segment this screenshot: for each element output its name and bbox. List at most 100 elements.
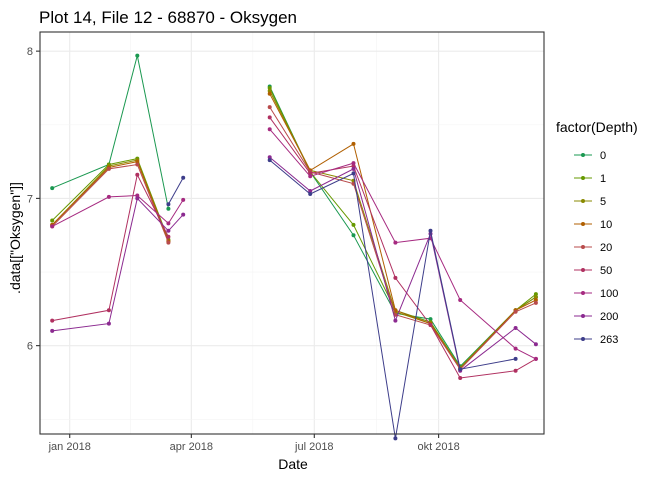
data-point [181,212,186,217]
x-tick-label: jan 2018 [48,441,91,453]
data-point [50,218,55,223]
grid [40,32,544,434]
data-point [166,221,171,226]
legend: factor(Depth) 0 1 5 10 20 50 100 200 263 [556,119,638,346]
legend-label: 263 [600,334,618,346]
data-point [533,342,538,347]
panel-border [39,31,545,435]
data-point [267,158,272,163]
data-point [393,436,398,441]
y-axis-title: .data[["Oksygen"]] [7,182,23,294]
x-axis-title: Date [278,456,308,472]
data-point [135,172,140,177]
series-line [51,161,169,242]
data-point [458,376,463,380]
data-point [533,356,538,361]
legend-label: 20 [600,242,612,254]
data-point [267,115,272,120]
series-line [51,163,169,243]
data-point [267,155,272,160]
legend-label: 100 [600,288,618,300]
legend-item: 200 [574,311,618,323]
legend-key-point [581,314,585,318]
data-point [166,234,171,239]
data-point [267,127,272,132]
legend-label: 5 [600,196,606,208]
series-line [269,156,537,372]
axis-ticks: jan 2018 apr 2018 jul 2018 okt 2018 6 7 8 [27,46,460,453]
legend-item: 1 [574,173,606,185]
y-tick-label: 7 [27,193,33,205]
data-point [135,162,140,167]
data-point [513,309,518,314]
legend-key-point [581,199,585,203]
data-point [135,159,140,164]
data-point [106,166,111,171]
data-point [393,318,398,323]
data-point [308,189,313,193]
data-point [513,368,518,373]
data-point [533,300,538,305]
legend-item: 263 [574,334,618,346]
data-point [351,161,356,166]
data-point [513,356,518,361]
data-point [351,171,356,176]
data-point [166,240,171,245]
data-point [50,318,55,323]
legend-key-point [581,291,585,295]
series-263 [166,158,518,441]
plot-series [50,53,538,441]
data-point [513,326,518,330]
data-point [50,328,55,333]
legend-key-point [581,337,585,341]
data-point [135,196,140,201]
data-point [351,222,356,227]
data-point [393,275,398,280]
data-point [106,194,111,199]
legend-item: 20 [574,242,612,254]
series-line [51,158,169,240]
data-point [533,292,538,297]
data-point [106,308,111,313]
legend-key-point [581,176,585,180]
data-point [533,295,538,300]
legend-key-point [581,245,585,249]
data-point [267,86,272,90]
legend-item: 5 [574,196,606,208]
series-10 [50,91,538,372]
data-point [267,91,272,96]
series-line [52,55,169,209]
legend-label: 0 [600,150,606,162]
data-point [267,105,272,110]
data-point [351,141,356,146]
chart-title: Plot 14, File 12 - 68870 - Oksygen [39,8,297,27]
x-tick-label: apr 2018 [170,441,213,453]
data-point [50,186,55,191]
data-point [458,298,463,302]
data-point [351,166,356,171]
legend-label: 1 [600,173,606,185]
data-point [393,240,398,245]
data-point [428,228,433,233]
series-line [52,173,169,322]
x-tick-label: jul 2018 [294,441,334,453]
legend-key-point [581,268,585,272]
series-line [269,117,537,379]
legend-label: 200 [600,311,618,323]
data-point [513,346,518,351]
legend-label: 50 [600,265,612,277]
y-tick-label: 8 [27,46,33,58]
data-point [135,193,140,198]
data-point [166,202,171,207]
data-point [428,317,433,322]
legend-title: factor(Depth) [556,119,638,135]
data-point [135,53,140,58]
data-point [428,323,433,327]
data-point [351,233,356,238]
series-line [269,93,537,371]
data-point [458,367,463,372]
series-line [167,177,184,205]
data-point [308,174,313,179]
y-tick-label: 6 [27,341,33,353]
